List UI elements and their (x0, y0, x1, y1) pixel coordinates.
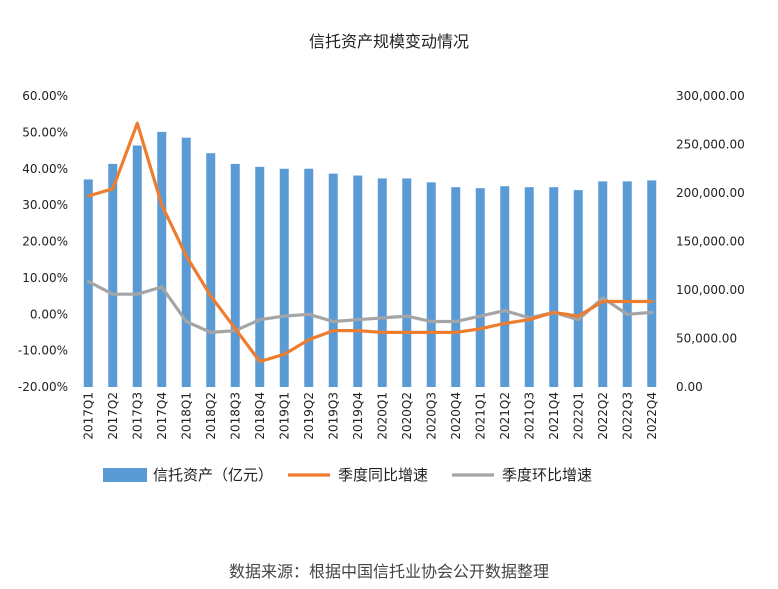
bar-assets (524, 187, 534, 387)
bar-assets (647, 180, 657, 387)
x-axis-category-label: 2019Q1 (277, 392, 291, 440)
data-source-note: 数据来源：根据中国信托业协会公开数据整理 (228, 562, 549, 581)
bar-assets (426, 182, 436, 387)
x-axis-category-label: 2020Q1 (375, 392, 389, 440)
right-axis-tick-label: 50,000.00 (676, 332, 737, 346)
legend-swatch-assets (103, 468, 147, 482)
x-axis-category-label: 2017Q1 (81, 392, 95, 440)
bar-assets (573, 190, 583, 387)
bar-assets (206, 153, 216, 387)
x-axis-category-label: 2022Q4 (645, 392, 659, 440)
x-axis-category-label: 2022Q1 (571, 392, 585, 440)
right-axis-tick-label: 200,000.00 (676, 186, 745, 200)
legend-label-qoq: 季度环比增速 (502, 466, 592, 484)
right-axis-tick-label: 100,000.00 (676, 283, 745, 297)
axis-layer: 60.00% 50.00% 40.00% 30.00% 20.00% 10.00% 0.00… (18, 89, 745, 440)
bar-series-assets (83, 131, 657, 387)
legend-label-assets: 信托资产（亿元） (153, 466, 273, 484)
left-axis-tick-label: -20.00% (18, 380, 68, 394)
left-axis-tick-label: 0.00% (30, 307, 68, 321)
x-axis-category-label: 2021Q3 (522, 392, 536, 440)
legend-label-yoy: 季度同比增速 (338, 466, 428, 484)
line-yoy-growth (86, 121, 654, 364)
bar-assets (353, 175, 363, 387)
x-axis-category-label: 2020Q4 (449, 392, 463, 440)
bar-assets (157, 131, 167, 387)
line-qoq-growth (86, 279, 654, 334)
x-axis-category-label: 2017Q2 (106, 392, 120, 440)
bar-assets (230, 163, 240, 387)
bar-assets (132, 145, 142, 387)
x-axis-category-label: 2018Q2 (204, 392, 218, 440)
left-axis-tick-label: 40.00% (22, 162, 68, 176)
bar-assets (475, 188, 485, 387)
bar-assets (108, 163, 118, 387)
x-axis-category-label: 2018Q3 (228, 392, 242, 440)
left-axis-tick-label: 50.00% (22, 125, 68, 139)
x-axis-category-label: 2018Q4 (253, 392, 267, 440)
x-axis-category-label: 2022Q2 (596, 392, 610, 440)
bar-assets (622, 181, 632, 387)
x-axis-category-label: 2021Q1 (473, 392, 487, 440)
bar-assets (255, 166, 265, 387)
x-axis-category-label: 2018Q1 (179, 392, 193, 440)
x-axis-category-label: 2017Q3 (130, 392, 144, 440)
x-axis-category-label: 2020Q3 (424, 392, 438, 440)
legend: 信托资产（亿元） 季度同比增速 季度环比增速 (103, 466, 592, 484)
x-axis-category-label: 2017Q4 (155, 392, 169, 440)
bar-assets (549, 187, 559, 387)
bar-assets (377, 178, 387, 387)
chart-title: 信托资产规模变动情况 (308, 32, 469, 51)
bar-assets (598, 181, 608, 387)
left-axis-tick-label: 60.00% (22, 89, 68, 103)
line-series-layer (86, 121, 654, 364)
bar-assets (181, 137, 191, 387)
right-axis-tick-label: 250,000.00 (676, 138, 745, 152)
right-axis-tick-label: 150,000.00 (676, 235, 745, 249)
right-axis-tick-label: 300,000.00 (676, 89, 745, 103)
x-axis-category-label: 2021Q2 (498, 392, 512, 440)
x-axis-category-label: 2019Q3 (326, 392, 340, 440)
x-axis-category-label: 2020Q2 (400, 392, 414, 440)
bar-assets (304, 168, 314, 387)
bar-assets (500, 186, 510, 387)
x-axis-category-label: 2019Q2 (302, 392, 316, 440)
left-axis-tick-label: -10.00% (18, 344, 68, 358)
left-axis-tick-label: 30.00% (22, 198, 68, 212)
left-axis-tick-label: 10.00% (22, 271, 68, 285)
x-axis-category-label: 2021Q4 (547, 392, 561, 440)
bar-assets (402, 178, 412, 387)
right-axis-tick-label: 0.00 (676, 380, 703, 394)
left-axis-tick-label: 20.00% (22, 235, 68, 249)
x-axis-category-label: 2022Q3 (620, 392, 634, 440)
bar-assets (451, 187, 461, 387)
x-axis-category-label: 2019Q4 (351, 392, 365, 440)
bar-assets (328, 173, 338, 387)
bar-assets (279, 168, 289, 387)
